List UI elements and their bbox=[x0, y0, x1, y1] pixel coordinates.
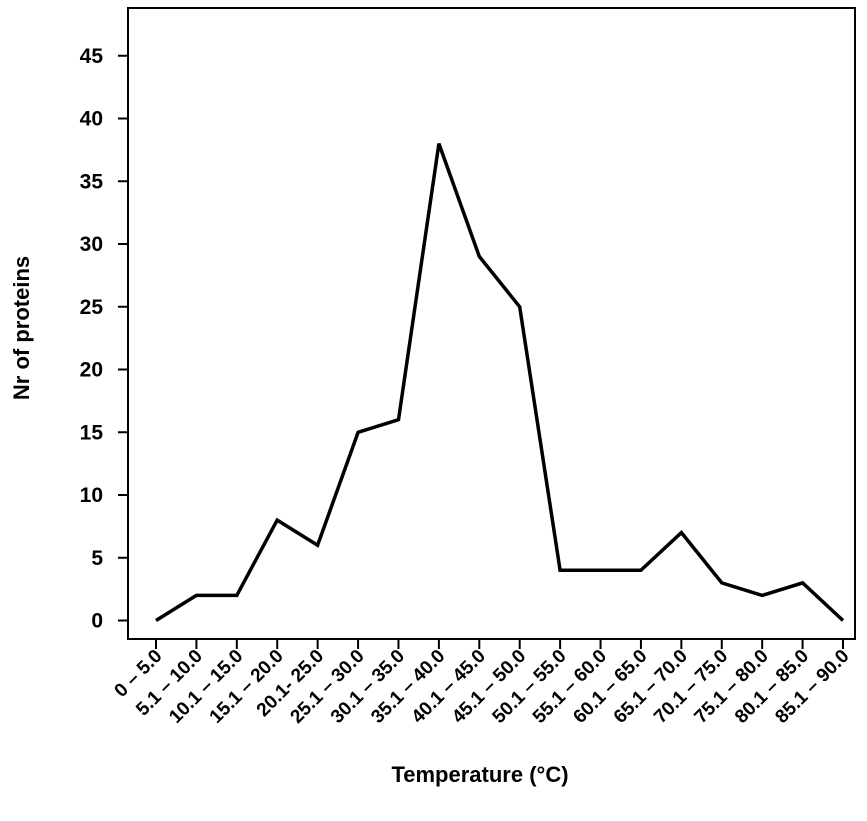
series-line bbox=[155, 143, 845, 622]
x-axis: 0 – 5.05.1 – 10.010.1 – 15.015.1 – 20.02… bbox=[111, 639, 854, 728]
y-tick-label: 45 bbox=[80, 45, 104, 68]
y-axis: 0 5 10 15 20 25 30 35 40 45 bbox=[80, 45, 128, 633]
y-tick-label: 10 bbox=[80, 484, 103, 507]
y-tick-label: 5 bbox=[91, 547, 103, 570]
y-tick-label: 0 bbox=[91, 610, 103, 633]
y-tick-label: 35 bbox=[80, 170, 104, 193]
y-tick-label: 25 bbox=[80, 296, 104, 319]
y-tick-label: 30 bbox=[80, 233, 103, 256]
y-axis-title: Nr of proteins bbox=[9, 256, 34, 400]
y-tick-label: 15 bbox=[80, 421, 104, 444]
plot-frame bbox=[127, 7, 856, 640]
y-tick-label: 40 bbox=[80, 108, 103, 131]
x-axis-title: Temperature (°C) bbox=[391, 762, 568, 787]
y-tick-label: 20 bbox=[80, 359, 103, 382]
